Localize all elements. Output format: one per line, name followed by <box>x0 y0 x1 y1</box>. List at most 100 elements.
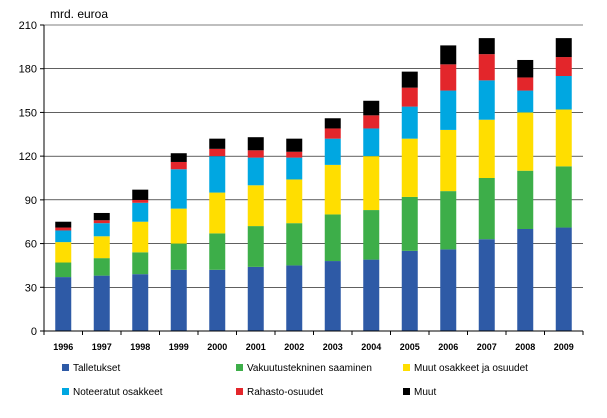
bar-segment <box>440 45 457 65</box>
legend-label: Rahasto-osuudet <box>247 387 323 398</box>
bar-segment <box>440 249 457 331</box>
bar-segment <box>286 179 303 224</box>
bar-segment <box>478 54 495 81</box>
bar-segment <box>247 157 264 186</box>
bar-segment <box>363 156 380 211</box>
legend: Talletukset Vakuutustekninen saaminen Muut… <box>62 363 528 398</box>
bar-segment <box>209 156 226 193</box>
bars <box>55 38 572 331</box>
legend-label: Vakuutustekninen saaminen <box>247 363 372 374</box>
y-tick-label: 60 <box>25 239 37 251</box>
bar-segment <box>170 243 187 270</box>
x-tick-label: 2006 <box>438 342 458 352</box>
bar-segment <box>401 106 418 139</box>
legend-swatch <box>236 388 243 395</box>
bar-segment <box>517 77 534 91</box>
bar-segment <box>401 196 418 251</box>
y-tick-label: 30 <box>25 282 37 294</box>
bar-segment <box>93 275 110 331</box>
bar-segment <box>209 138 226 149</box>
bar-segment <box>132 202 149 222</box>
x-tick-label: 2002 <box>284 342 304 352</box>
x-tick-label: 2009 <box>554 342 574 352</box>
bar-segment <box>286 151 303 158</box>
legend-label: Noteeratut osakkeet <box>73 387 163 398</box>
bar-segment <box>247 150 264 158</box>
bar-segment <box>401 71 418 88</box>
bar-segment <box>93 220 110 224</box>
bar-segment <box>93 236 110 259</box>
bar-segment <box>132 189 149 200</box>
bar-segment <box>555 109 572 167</box>
bar-segment <box>555 227 572 331</box>
bar-segment <box>363 259 380 331</box>
x-tick-label: 2008 <box>515 342 535 352</box>
bar-segment <box>170 269 187 331</box>
bar-segment <box>363 210 380 260</box>
bar-segment <box>555 57 572 76</box>
x-tick-label: 2000 <box>207 342 227 352</box>
bar-segment <box>93 223 110 237</box>
bar-segment <box>132 252 149 275</box>
bar-segment <box>324 118 341 129</box>
legend-swatch <box>403 364 410 371</box>
bar-segment <box>93 212 110 221</box>
bar-segment <box>555 76 572 110</box>
legend-swatch <box>62 388 69 395</box>
bar-segment <box>363 128 380 157</box>
axes <box>43 25 583 332</box>
bar-segment <box>286 138 303 152</box>
bar-segment <box>478 38 495 55</box>
bar-segment <box>517 112 534 171</box>
bar-segment <box>401 138 418 197</box>
y-tick-label: 90 <box>25 195 37 207</box>
bar-segment <box>478 178 495 240</box>
y-tick-label: 180 <box>19 64 37 76</box>
bar-segment <box>55 277 72 331</box>
bar-segment <box>209 148 226 157</box>
bar-segment <box>517 59 534 78</box>
y-tick-label: 0 <box>31 326 37 338</box>
legend-swatch <box>403 388 410 395</box>
bar-segment <box>209 192 226 234</box>
bar-segment <box>93 258 110 276</box>
bar-segment <box>170 153 187 162</box>
bar-segment <box>324 138 341 165</box>
bar-segment <box>170 208 187 244</box>
bar-segment <box>324 128 341 139</box>
bar-segment <box>440 64 457 91</box>
legend-swatch <box>62 364 69 371</box>
gridlines <box>44 24 583 288</box>
bar-segment <box>247 185 264 227</box>
bar-segment <box>132 274 149 331</box>
bar-segment <box>247 266 264 331</box>
bar-segment <box>324 164 341 215</box>
legend-label: Talletukset <box>73 363 120 374</box>
y-axis-unit-label: mrd. euroa <box>50 7 108 21</box>
bar-segment <box>363 115 380 129</box>
bar-segment <box>440 129 457 192</box>
x-axis-ticks: 1996 1997 1998 1999 2000 2001 2002 2003 2004 2005… <box>43 331 584 352</box>
bar-segment <box>55 221 72 228</box>
x-tick-label: 1997 <box>92 342 112 352</box>
bar-segment <box>517 170 534 229</box>
y-axis-ticks: 0 30 60 90 120 150 180 210 <box>19 20 44 338</box>
bar-segment <box>55 227 72 231</box>
x-tick-label: 1998 <box>130 342 150 352</box>
x-tick-label: 2005 <box>400 342 420 352</box>
bar-segment <box>478 119 495 178</box>
bar-segment <box>555 38 572 58</box>
bar-segment <box>440 191 457 250</box>
y-tick-label: 150 <box>19 107 37 119</box>
x-tick-label: 1996 <box>53 342 73 352</box>
legend-swatch <box>236 364 243 371</box>
x-tick-label: 2004 <box>361 342 381 352</box>
legend-label: Muut osakkeet ja osuudet <box>414 363 528 374</box>
bar-segment <box>132 221 149 253</box>
bar-segment <box>209 269 226 331</box>
bar-segment <box>401 87 418 107</box>
bar-segment <box>324 214 341 262</box>
x-tick-label: 2007 <box>477 342 497 352</box>
bar-segment <box>209 233 226 270</box>
bar-segment <box>555 166 572 228</box>
